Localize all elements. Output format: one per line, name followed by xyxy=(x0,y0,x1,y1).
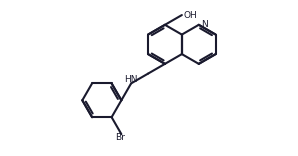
Text: N: N xyxy=(201,20,208,29)
Text: OH: OH xyxy=(184,11,197,20)
Text: Br: Br xyxy=(115,133,125,142)
Text: HN: HN xyxy=(124,75,138,84)
